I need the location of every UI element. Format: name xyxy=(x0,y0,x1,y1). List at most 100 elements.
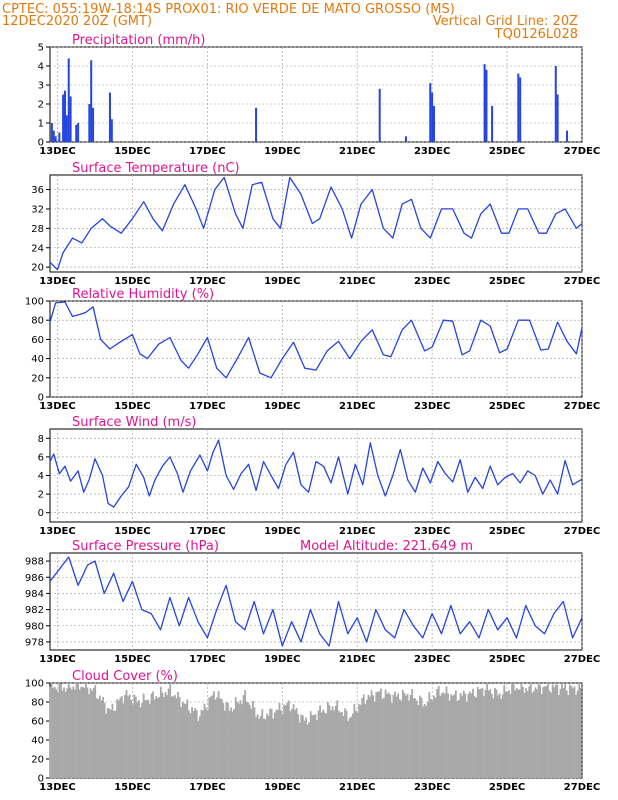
cloud-bar xyxy=(166,695,168,778)
cloud-bar xyxy=(130,699,133,778)
cloud-bar xyxy=(295,708,298,778)
precip-bar xyxy=(69,96,72,142)
cloud-bar xyxy=(412,698,415,778)
cloud-bar xyxy=(170,696,173,778)
cloud-bar xyxy=(284,705,287,778)
pressure-ytick-label: 988 xyxy=(25,557,44,568)
cloud-bar xyxy=(509,694,512,778)
cloud-bar xyxy=(345,710,348,778)
cloud-bar xyxy=(478,689,481,778)
cloud-bar xyxy=(495,689,498,778)
cloud-bar xyxy=(364,704,367,778)
cloud-bar xyxy=(256,714,259,778)
cloud-bar xyxy=(269,708,272,778)
cloud-bar xyxy=(155,696,158,778)
cloud-bar xyxy=(127,696,129,778)
cloud-xtick-label: 25DEC xyxy=(489,782,525,793)
cloud-bar xyxy=(273,712,276,778)
panel-wind: 13DEC 15DEC 17DEC 19DEC 21DEC 23DEC 25DEC 27DEC… xyxy=(38,415,601,537)
cloud-bar xyxy=(156,698,159,778)
cloud-bar xyxy=(400,700,403,778)
cloud-bar xyxy=(225,702,228,778)
cloud-bar xyxy=(522,687,524,778)
cloud-bar xyxy=(147,699,150,778)
cloud-bar xyxy=(292,704,295,778)
cloud-bar xyxy=(493,687,496,778)
precip-bar xyxy=(554,66,557,142)
cloud-bar xyxy=(515,687,518,778)
cloud-bar xyxy=(144,700,147,778)
precip-bar xyxy=(67,58,70,142)
pressure-line xyxy=(49,556,583,647)
cloud-bar xyxy=(247,702,250,778)
humidity-xtick-label: 15DEC xyxy=(114,401,150,412)
cloud-bar xyxy=(483,696,485,778)
cloud-bar xyxy=(533,691,535,778)
cloud-bar xyxy=(191,707,193,778)
cloud-bar xyxy=(139,707,142,778)
cloud-bar xyxy=(241,704,243,778)
cloud-bar xyxy=(198,716,201,778)
cloud-bar xyxy=(561,684,563,778)
cloud-bar xyxy=(453,694,456,778)
cloud-bar xyxy=(486,684,488,778)
precip-bar xyxy=(62,94,65,142)
cloud-bar xyxy=(350,716,353,778)
cloud-bar xyxy=(150,693,153,778)
precip-bar xyxy=(255,107,258,142)
cloud-bar xyxy=(141,702,144,778)
cloud-ytick-label: 0 xyxy=(38,774,44,785)
cloud-ytick-label: 60 xyxy=(31,717,44,728)
cloud-bar xyxy=(277,709,279,778)
cloud-bar xyxy=(325,713,328,778)
cloud-bar xyxy=(503,684,506,778)
cloud-bar xyxy=(411,689,414,778)
temp-ytick-label: 36 xyxy=(31,185,44,196)
panel-precip: 13DEC 15DEC 17DEC 19DEC 21DEC 23DEC 25DEC 27DEC… xyxy=(38,33,601,157)
cloud-bar xyxy=(294,709,296,778)
cloud-bar xyxy=(124,694,126,778)
cloud-bar xyxy=(376,691,379,778)
cloud-bar xyxy=(309,711,312,778)
panel-temp: 13DEC 15DEC 17DEC 19DEC 21DEC 23DEC 25DEC 27DEC… xyxy=(31,161,600,287)
cloud-bar xyxy=(153,699,156,778)
wind-xtick-label: 27DEC xyxy=(564,526,600,537)
precip-xtick-label: 21DEC xyxy=(339,146,375,157)
pressure-xtick-label: 13DEC xyxy=(39,654,75,665)
cloud-bar xyxy=(219,698,222,778)
pressure-ytick-label: 978 xyxy=(25,637,44,648)
precip-bar xyxy=(58,132,61,142)
cloud-bar xyxy=(131,704,134,778)
cloud-bar xyxy=(163,697,165,778)
wind-xtick-label: 25DEC xyxy=(489,526,525,537)
temp-ytick-label: 32 xyxy=(31,204,44,215)
cloud-bar xyxy=(245,701,248,778)
wind-xtick-label: 19DEC xyxy=(264,526,300,537)
wind-title: Surface Wind (m/s) xyxy=(72,415,196,430)
cloud-bar xyxy=(72,686,75,778)
cloud-bar xyxy=(319,705,321,778)
pressure-xtick-label: 23DEC xyxy=(414,654,450,665)
cloud-bar xyxy=(75,683,78,778)
cloud-bar xyxy=(86,687,89,778)
cloud-bar xyxy=(573,686,576,778)
cloud-bar xyxy=(334,705,337,778)
cloud-bar xyxy=(406,693,409,778)
cloud-bar xyxy=(518,689,521,778)
cloud-bar xyxy=(328,705,331,778)
cloud-bar xyxy=(467,694,470,778)
cloud-bar xyxy=(242,695,245,778)
cloud-bar xyxy=(89,688,92,778)
cloud-bar xyxy=(267,715,270,778)
cloud-bar xyxy=(448,700,451,778)
cloud-bar xyxy=(237,703,240,778)
temp-ytick-label: 20 xyxy=(31,263,44,274)
cloud-bar xyxy=(80,686,83,778)
cloud-bar xyxy=(348,718,351,778)
cloud-bar xyxy=(451,696,454,778)
cloud-bar xyxy=(356,712,359,778)
meteogram-panels: 13DEC 15DEC 17DEC 19DEC 21DEC 23DEC 25DEC 27DEC… xyxy=(25,33,600,793)
cloud-bar xyxy=(320,712,323,778)
pressure-title: Surface Pressure (hPa) xyxy=(72,539,219,554)
cloud-bar xyxy=(220,698,223,778)
